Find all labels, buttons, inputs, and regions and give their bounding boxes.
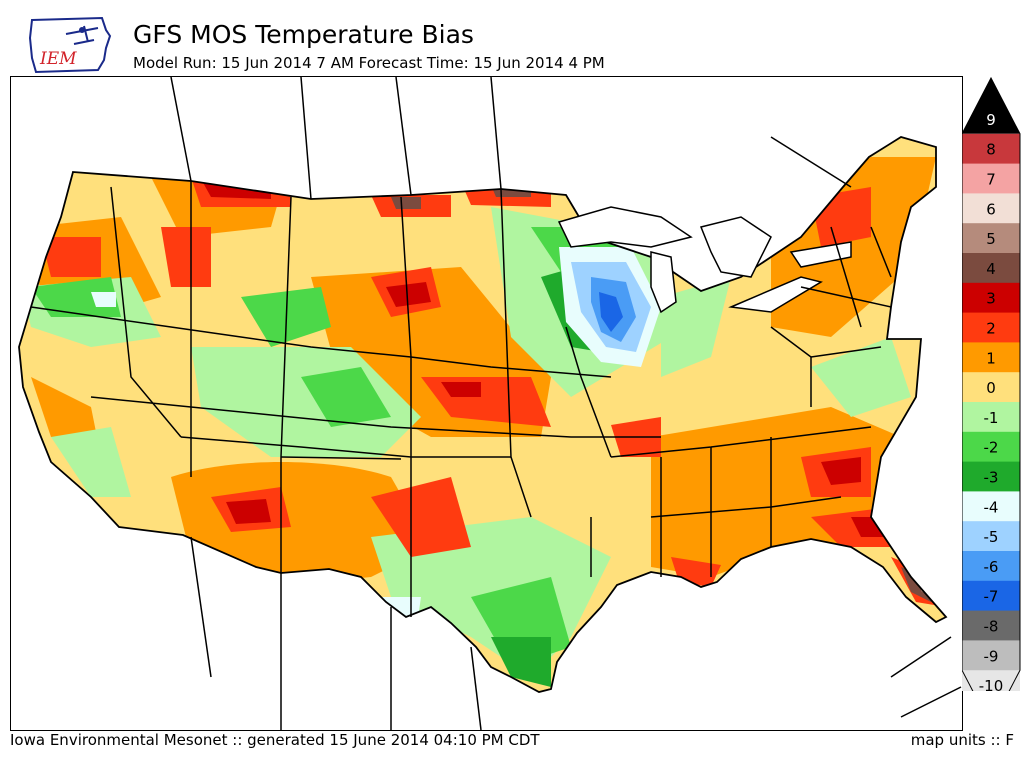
legend-swatch <box>962 312 1020 343</box>
legend-label: -8 <box>984 618 999 636</box>
legend-swatch <box>962 253 1020 284</box>
legend-label: 0 <box>986 379 996 397</box>
temperature-bias-map <box>10 76 963 731</box>
logo-text: IEM <box>39 49 77 69</box>
iem-logo: IEM <box>28 14 120 76</box>
legend-label: 9 <box>986 111 996 129</box>
legend-swatch <box>962 402 1020 433</box>
legend-swatch <box>962 551 1020 582</box>
legend-swatch <box>962 491 1020 522</box>
legend-label: -7 <box>984 588 999 606</box>
legend-label: -6 <box>984 558 999 576</box>
legend-label: 1 <box>986 349 996 367</box>
legend-swatch <box>962 342 1020 373</box>
legend-label: 2 <box>986 320 996 338</box>
footer-units: map units :: F <box>910 731 1014 749</box>
legend-swatch <box>962 282 1020 314</box>
legend-label: -9 <box>984 647 999 665</box>
legend-swatch <box>962 163 1020 194</box>
legend-label: -4 <box>984 498 999 516</box>
legend-label: 7 <box>986 171 996 189</box>
legend-swatch <box>962 223 1020 254</box>
legend-label: -5 <box>984 528 999 546</box>
legend-label: -1 <box>984 409 999 427</box>
footer-credit: Iowa Environmental Mesonet :: generated … <box>10 731 540 749</box>
legend-label: -10 <box>979 677 1004 691</box>
legend-swatch <box>962 133 1020 165</box>
legend-swatch <box>962 610 1020 641</box>
legend-swatch <box>962 521 1020 552</box>
legend-label: 6 <box>986 200 996 218</box>
legend-swatch <box>962 193 1020 224</box>
legend-label: 5 <box>986 230 996 248</box>
legend-swatch <box>962 431 1020 463</box>
legend-swatch <box>962 78 1020 134</box>
legend-label: -2 <box>984 439 999 457</box>
legend-label: 3 <box>986 290 996 308</box>
legend-swatch <box>962 461 1020 492</box>
legend-swatch <box>962 372 1020 403</box>
legend-label: 8 <box>986 141 996 159</box>
map-title: GFS MOS Temperature Bias <box>133 20 474 49</box>
legend-label: 4 <box>986 260 996 278</box>
legend-outline <box>961 76 1021 728</box>
legend-swatch <box>962 580 1020 612</box>
colorbar-legend: 9 8 7 6 5 4 3 2 1 0 -1 -2 -3 -4 -5 -6 -7 -8 -9 -10 <box>961 76 1024 728</box>
map-subtitle: Model Run: 15 Jun 2014 7 AM Forecast Tim… <box>133 54 605 72</box>
legend-label: -3 <box>984 469 999 487</box>
legend-swatch <box>962 640 1020 671</box>
